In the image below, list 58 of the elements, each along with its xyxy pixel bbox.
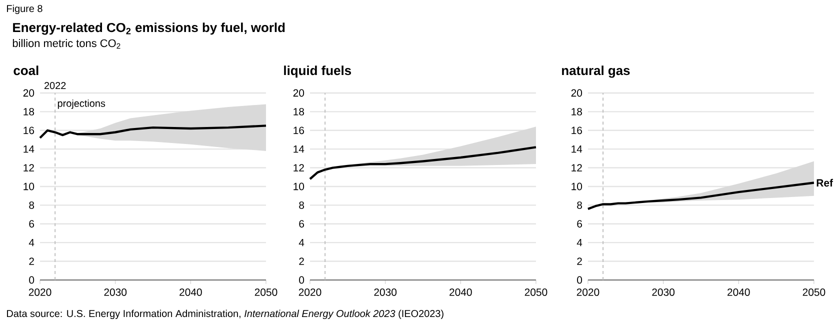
chart-title: coal: [14, 66, 38, 76]
y-tick-label: 20: [23, 89, 34, 97]
y-tick-label: 8: [299, 202, 304, 209]
line-series: [308, 146, 538, 180]
x-tick-label: 2050: [802, 288, 826, 296]
y-tick-label: 12: [24, 164, 34, 172]
y-tick-label: 16: [572, 126, 582, 134]
y-tick-label: 4: [576, 239, 582, 246]
x-tick-label: 2050: [524, 288, 548, 296]
x-tick-label: 2030: [104, 288, 127, 296]
y-tick-label: 10: [572, 182, 582, 190]
y-tick-label: 16: [294, 126, 304, 134]
y-tick-label: 12: [294, 164, 304, 172]
y-tick-label: 2: [577, 258, 582, 265]
chart-title: liquid fuels: [284, 66, 352, 78]
chart-title: natural gas: [562, 66, 630, 78]
x-tick-label: 2020: [298, 288, 322, 296]
y-tick-label: 20: [571, 89, 582, 97]
y-tick-label: 2: [299, 258, 304, 265]
y-tick-label: 14: [572, 146, 582, 153]
x-tick-label: 2020: [28, 288, 52, 296]
x-tick-label: 2040: [728, 288, 750, 296]
y-tick-label: 20: [293, 89, 304, 97]
y-tick-label: 0: [29, 276, 34, 284]
y-tick-label: 18: [572, 108, 582, 116]
x-tick-label: 2020: [576, 288, 600, 296]
annotation: projections: [58, 100, 106, 109]
x-tick-label: 2040: [450, 288, 472, 296]
y-tick-label: 6: [29, 220, 34, 228]
line-series: [586, 182, 816, 210]
y-tick-label: 6: [299, 220, 304, 228]
y-tick-label: 4: [298, 239, 304, 246]
text: Energy-related CO$_{2}$ emissions by fuel, world: [13, 22, 285, 35]
x-tick-label: 2040: [180, 288, 202, 296]
y-tick-label: 2: [29, 258, 34, 265]
y-tick-label: 18: [294, 108, 304, 116]
y-tick-label: 10: [294, 182, 304, 190]
y-axis-title: billion metric tons CO$_{2}$: [12, 39, 120, 49]
y-tick-label: 14: [24, 146, 34, 153]
x-tick-label: 2030: [652, 288, 675, 296]
y-tick-label: 10: [24, 182, 34, 190]
source-note: Data source: U.S. Energy Information Administration, International Energy Outlook 2023 (IEO2023): [7, 310, 444, 320]
y-tick-label: 0: [577, 276, 582, 284]
y-tick-label: 12: [572, 164, 582, 172]
y-tick-label: 18: [24, 108, 34, 116]
x-tick-label: 2030: [374, 288, 397, 296]
y-tick-label: 4: [28, 239, 34, 246]
ref-line-label: 2022: [44, 82, 66, 90]
x-tick-label: 2050: [254, 288, 278, 296]
y-tick-label: 8: [29, 202, 34, 209]
caption: Figure 8: [7, 4, 42, 14]
y-tick-label: 14: [294, 146, 304, 153]
series-label: Ref: [816, 178, 834, 187]
y-tick-label: 6: [577, 220, 582, 228]
y-tick-label: 16: [24, 126, 34, 134]
y-tick-label: 8: [577, 202, 582, 209]
line-series: [38, 124, 268, 139]
y-tick-label: 0: [299, 276, 304, 284]
